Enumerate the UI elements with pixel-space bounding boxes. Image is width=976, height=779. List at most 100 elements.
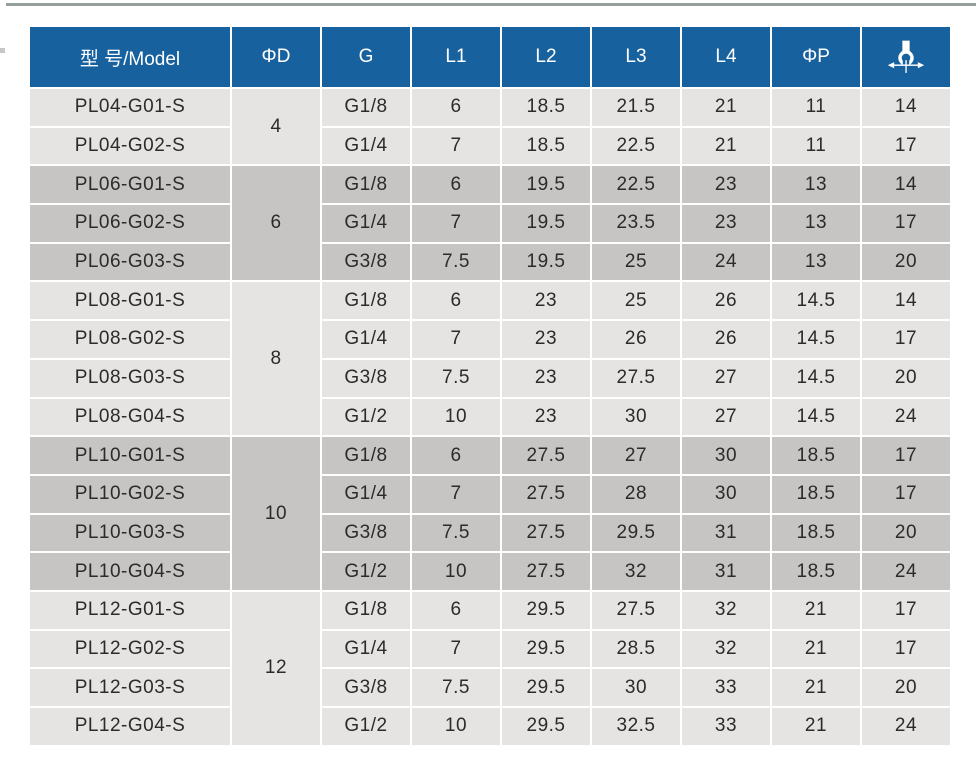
- cell-model: PL08-G03-S: [30, 359, 230, 397]
- header-l2: L2: [502, 27, 590, 87]
- table-row: PL10-G02-S G1/4 7 27.5 28 30 18.5 17: [30, 475, 950, 513]
- cell-phi-d: 6: [232, 166, 320, 281]
- cell-l2: 23: [502, 359, 590, 397]
- cell-l2: 29.5: [502, 630, 590, 668]
- cell-g: G3/8: [322, 669, 410, 706]
- cell-l2: 19.5: [502, 243, 590, 281]
- cell-l3: 30: [592, 398, 680, 436]
- cell-l1: 7.5: [412, 669, 500, 706]
- table-row: PL04-G02-S G1/4 7 18.5 22.5 21 11 17: [30, 127, 950, 165]
- cell-l4: 21: [682, 89, 770, 126]
- cell-wrench: 20: [862, 514, 950, 552]
- cell-l1: 6: [412, 89, 500, 126]
- cell-phi-p: 18.5: [772, 553, 860, 590]
- cell-g: G1/4: [322, 205, 410, 242]
- cell-g: G1/8: [322, 591, 410, 629]
- table-row: PL12-G02-S G1/4 7 29.5 28.5 32 21 17: [30, 630, 950, 668]
- header-row: 型 号/Model ΦD G L1 L2 L3 L4 ΦP: [30, 27, 950, 87]
- cell-wrench: 24: [862, 553, 950, 590]
- cell-l4: 23: [682, 205, 770, 242]
- cell-phi-d: 12: [232, 591, 320, 745]
- table-row: PL06-G02-S G1/4 7 19.5 23.5 23 13 17: [30, 205, 950, 242]
- header-wrench: [862, 27, 950, 87]
- cell-model: PL08-G01-S: [30, 282, 230, 320]
- cell-l4: 26: [682, 282, 770, 320]
- cell-g: G1/8: [322, 437, 410, 474]
- table-row: PL08-G01-S 8 G1/8 6 23 25 26 14.5 14: [30, 282, 950, 436]
- cell-l3: 32.5: [592, 708, 680, 745]
- cell-l4: 32: [682, 591, 770, 629]
- cell-l3: 22.5: [592, 166, 680, 204]
- cell-phi-p: 11: [772, 89, 860, 126]
- cell-phi-p: 11: [772, 127, 860, 165]
- table-row: PL10-G03-S G3/8 7.5 27.5 29.5 31 18.5 20: [30, 514, 950, 552]
- cell-l1: 7: [412, 205, 500, 242]
- cell-phi-d: 4: [232, 89, 320, 165]
- cell-model: PL10-G04-S: [30, 553, 230, 590]
- cell-l4: 21: [682, 127, 770, 165]
- table-row: PL08-G04-S G1/2 10 23 30 27 14.5 24: [30, 398, 950, 436]
- table-row: PL10-G01-S 10 G1/8 6 27.5 27 30 18.5 17: [30, 437, 950, 590]
- cell-l3: 25: [592, 282, 680, 320]
- cell-g: G1/4: [322, 630, 410, 668]
- table-row: PL10-G04-S G1/2 10 27.5 32 31 18.5 24: [30, 553, 950, 590]
- cell-l2: 29.5: [502, 708, 590, 745]
- cell-phi-p: 13: [772, 243, 860, 281]
- cell-phi-d: 8: [232, 282, 320, 436]
- cell-wrench: 20: [862, 669, 950, 706]
- cell-phi-p: 21: [772, 630, 860, 668]
- cell-l4: 31: [682, 553, 770, 590]
- cell-l4: 23: [682, 166, 770, 204]
- cell-l2: 23: [502, 321, 590, 358]
- header-phi-d: ΦD: [232, 27, 320, 87]
- cell-l1: 7: [412, 321, 500, 358]
- cell-l2: 18.5: [502, 89, 590, 126]
- cell-phi-p: 18.5: [772, 514, 860, 552]
- table-row: PL08-G03-S G3/8 7.5 23 27.5 27 14.5 20: [30, 359, 950, 397]
- cell-wrench: 20: [862, 359, 950, 397]
- cell-l1: 10: [412, 708, 500, 745]
- cell-l3: 25: [592, 243, 680, 281]
- edge-artifact: [0, 48, 5, 53]
- cell-g: G1/4: [322, 127, 410, 165]
- cell-l3: 28.5: [592, 630, 680, 668]
- cell-l2: 27.5: [502, 437, 590, 474]
- cell-l1: 10: [412, 398, 500, 436]
- cell-l4: 32: [682, 630, 770, 668]
- cell-phi-p: 14.5: [772, 282, 860, 320]
- cell-g: G1/8: [322, 282, 410, 320]
- cell-l4: 30: [682, 437, 770, 474]
- table-row: PL12-G03-S G3/8 7.5 29.5 30 33 21 20: [30, 669, 950, 706]
- cell-phi-p: 21: [772, 669, 860, 706]
- cell-phi-p: 13: [772, 166, 860, 204]
- cell-l3: 21.5: [592, 89, 680, 126]
- spec-table: 型 号/Model ΦD G L1 L2 L3 L4 ΦP: [28, 25, 952, 747]
- header-l1: L1: [412, 27, 500, 87]
- cell-l3: 26: [592, 321, 680, 358]
- cell-g: G1/4: [322, 475, 410, 513]
- cell-l1: 6: [412, 591, 500, 629]
- cell-wrench: 17: [862, 127, 950, 165]
- cell-model: PL06-G01-S: [30, 166, 230, 204]
- cell-model: PL10-G01-S: [30, 437, 230, 474]
- cell-l4: 33: [682, 669, 770, 706]
- cell-l2: 29.5: [502, 669, 590, 706]
- cell-phi-p: 18.5: [772, 475, 860, 513]
- cell-model: PL06-G03-S: [30, 243, 230, 281]
- cell-l2: 27.5: [502, 553, 590, 590]
- cell-wrench: 17: [862, 630, 950, 668]
- cell-l4: 31: [682, 514, 770, 552]
- table-row: PL04-G01-S 4 G1/8 6 18.5 21.5 21 11 14: [30, 89, 950, 165]
- cell-l2: 27.5: [502, 475, 590, 513]
- top-divider-rule: [6, 3, 976, 6]
- cell-model: PL08-G02-S: [30, 321, 230, 358]
- cell-g: G1/2: [322, 398, 410, 436]
- cell-g: G1/2: [322, 708, 410, 745]
- cell-wrench: 24: [862, 708, 950, 745]
- cell-l2: 19.5: [502, 205, 590, 242]
- cell-model: PL08-G04-S: [30, 398, 230, 436]
- table-row: PL06-G03-S G3/8 7.5 19.5 25 24 13 20: [30, 243, 950, 281]
- cell-model: PL06-G02-S: [30, 205, 230, 242]
- wrench-flats-icon: [887, 40, 925, 73]
